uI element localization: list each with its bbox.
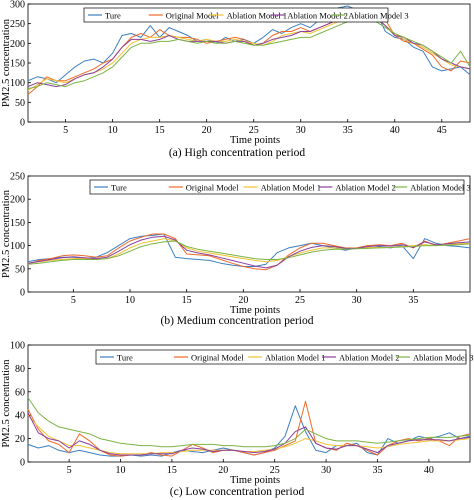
x-tick-label: 25 [270, 465, 280, 476]
y-tick-label: 150 [10, 59, 25, 70]
legend-label: Ablation Model 2 [287, 11, 347, 21]
chart-low: 0 20 40 60 80 100 5 10 15 20 25 30 35 40 Time points PM… [1, 341, 473, 487]
series-line-original-model [27, 11, 471, 95]
plot-frame [27, 344, 471, 463]
legend-label: Original Model [186, 183, 239, 193]
y-axis-label: PM2.5 concentration [1, 18, 12, 107]
x-tick-label: 25 [249, 125, 259, 136]
legend-label: Original Model [191, 353, 244, 363]
y-tick-label: 150 [10, 218, 25, 229]
legend-label: Ture [111, 183, 127, 193]
caption-low-period: (c) Low concentration period [169, 486, 305, 498]
legend-label: Ablation Model 3 [410, 183, 470, 193]
series-line-original-model [27, 400, 471, 457]
x-axis-label: Time points [230, 475, 280, 486]
y-tick-label: 0 [20, 288, 25, 299]
chart-medium: 0 50 100 150 200 250 5 10 15 20 25 30 35 Time points P… [1, 172, 471, 317]
legend-label: Ture [105, 11, 121, 21]
x-axis-label: Time points [230, 135, 280, 146]
series-line-ablation-model-2 [27, 412, 471, 456]
y-tick-label: 0 [20, 118, 25, 129]
series-line-ablation-model-1 [27, 13, 471, 91]
x-tick-label: 5 [63, 125, 68, 136]
x-axis-label: Time points [230, 305, 280, 316]
caption-high-period: (a) High concentration period [168, 147, 306, 159]
series-line-ture [27, 233, 471, 267]
legend-label: Ablation Model 2 [335, 183, 395, 193]
x-tick-label: 30 [352, 295, 362, 306]
legend-label: Ablation Model 3 [413, 353, 473, 363]
y-tick-label: 100 [10, 241, 25, 252]
series-line-ablation-model-3 [27, 397, 471, 448]
y-tick-label: 50 [15, 264, 25, 275]
y-tick-label: 0 [20, 458, 25, 469]
y-tick-label: 100 [10, 341, 25, 352]
x-tick-label: 20 [218, 465, 228, 476]
legend-label: Original Model [166, 11, 219, 21]
plot-frame [27, 175, 471, 293]
y-tick-label: 250 [10, 172, 25, 183]
x-tick-label: 20 [202, 125, 212, 136]
y-tick-label: 300 [10, 0, 25, 11]
y-tick-label: 250 [10, 19, 25, 30]
x-tick-label: 10 [108, 125, 118, 136]
y-tick-label: 200 [10, 39, 25, 50]
x-tick-label: 45 [437, 125, 447, 136]
x-tick-label: 5 [67, 465, 72, 476]
y-tick-label: 50 [15, 98, 25, 109]
x-tick-label: 10 [125, 295, 135, 306]
legend-box [95, 349, 467, 365]
legend-label: Ablation Model 1 [261, 183, 321, 193]
x-tick-label: 35 [343, 125, 353, 136]
caption-medium-period: (b) Medium concentration period [160, 315, 314, 327]
x-tick-label: 35 [408, 295, 418, 306]
series-line-ablation-model-1 [27, 414, 471, 455]
series-line-ablation-model-3 [27, 240, 471, 265]
legend-label: Ture [117, 353, 133, 363]
y-tick-label: 100 [10, 78, 25, 89]
series-line-original-model [27, 233, 471, 271]
legend-label: Ablation Model 1 [227, 11, 287, 21]
x-tick-label: 10 [116, 465, 126, 476]
y-axis-label: PM2.5 concentration [1, 189, 12, 278]
x-tick-label: 15 [155, 125, 165, 136]
y-tick-label: 20 [15, 434, 25, 445]
series-line-ture [27, 5, 471, 84]
x-tick-label: 15 [182, 295, 192, 306]
series-line-ablation-model-2 [27, 235, 471, 269]
legend-label: Ablation Model 2 [339, 353, 399, 363]
series-line-ablation-model-2 [27, 13, 471, 88]
legend-box [83, 7, 389, 23]
y-tick-label: 80 [15, 364, 25, 375]
y-tick-label: 40 [15, 411, 25, 422]
chart-high: 0 50 100 150 200 250 300 5 10 15 20 25 30 35 40 45 Time … [1, 0, 471, 146]
x-tick-label: 5 [71, 295, 76, 306]
x-tick-label: 35 [372, 465, 382, 476]
legend-label: Ablation Model 1 [265, 353, 325, 363]
x-tick-label: 40 [424, 465, 434, 476]
x-tick-label: 40 [390, 125, 400, 136]
y-axis-label: PM2.5 concentration [1, 359, 12, 448]
x-tick-label: 30 [321, 465, 331, 476]
series-line-ablation-model-3 [27, 19, 471, 90]
x-tick-label: 25 [295, 295, 305, 306]
y-tick-label: 60 [15, 387, 25, 398]
legend-label: Ablation Model 3 [348, 11, 408, 21]
x-tick-label: 30 [296, 125, 306, 136]
x-tick-label: 20 [238, 295, 248, 306]
legend-box [89, 179, 465, 195]
x-tick-label: 15 [167, 465, 177, 476]
y-tick-label: 200 [10, 195, 25, 206]
